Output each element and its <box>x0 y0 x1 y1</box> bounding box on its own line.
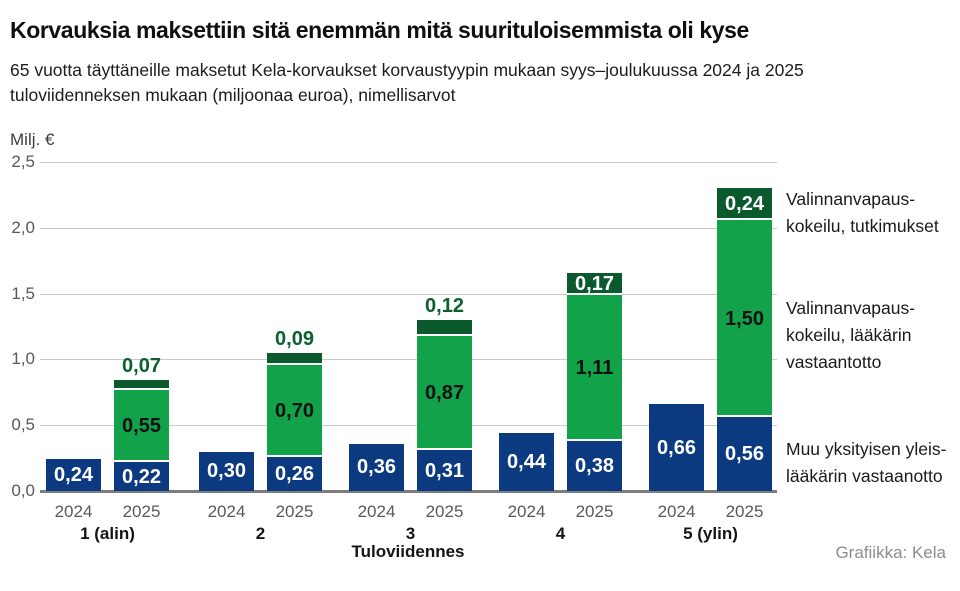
x-group-label: 2 <box>255 524 266 543</box>
legend-entry: Valinnanvapaus-kokeilu, tutkimukset <box>786 186 939 240</box>
x-group-label: 4 <box>555 524 566 543</box>
bar-value-label: 0,26 <box>275 462 314 485</box>
y-tick-label: 1,5 <box>11 283 35 303</box>
y-tick-label: 0,5 <box>11 415 35 435</box>
legend-line: Muu yksityisen yleis- <box>786 439 947 459</box>
chart-subtitle: 65 vuotta täyttäneille maksetut Kela-kor… <box>10 58 804 108</box>
y-tick-label: 1,0 <box>11 349 35 369</box>
bar-segment <box>114 380 169 390</box>
bar-segment <box>267 352 322 365</box>
legend-line: vastaantotto <box>786 352 882 372</box>
x-tick-year-label: 2024 <box>207 502 246 521</box>
bar-value-label: 0,66 <box>657 436 696 459</box>
bar-value-label: 0,22 <box>122 465 161 488</box>
x-group-label: 3 <box>405 524 416 543</box>
bar-value-label: 1,50 <box>725 307 764 330</box>
bar-segment <box>567 294 622 441</box>
gridline <box>40 359 777 361</box>
gridline <box>40 293 777 295</box>
x-tick-year-label: 2025 <box>725 502 764 521</box>
y-tick-label: 2,0 <box>11 217 35 237</box>
bar-value-label: 0,07 <box>122 355 161 378</box>
bar-value-label: 0,38 <box>575 454 614 477</box>
chart-title: Korvauksia maksettiin sitä enemmän mitä … <box>10 17 749 43</box>
gridline <box>40 227 777 229</box>
x-tick-year-label: 2025 <box>575 502 614 521</box>
x-tick-year-label: 2025 <box>425 502 464 521</box>
y-tick-label: 0,0 <box>11 481 35 500</box>
bar-segment <box>567 272 622 295</box>
bar-segment <box>417 335 472 451</box>
bar-segment <box>717 219 772 418</box>
bar-value-label: 0,36 <box>357 456 396 479</box>
legend-line: Valinnanvapaus- <box>786 298 916 318</box>
bar-segment <box>417 319 472 336</box>
bar-value-label: 0,55 <box>122 414 161 437</box>
bar-value-label: 0,44 <box>507 451 546 474</box>
bar-segment <box>717 188 772 220</box>
x-tick-year-label: 2025 <box>275 502 314 521</box>
legend-line: Valinnanvapaus- <box>786 189 916 209</box>
bar-segment <box>46 459 101 491</box>
bar-segment <box>114 389 169 463</box>
bar-value-label: 0,09 <box>275 327 314 350</box>
bar-value-label: 0,24 <box>54 464 93 487</box>
y-tick-label: 2,5 <box>11 152 35 171</box>
subtitle-line-1: 65 vuotta täyttäneille maksetut Kela-kor… <box>10 60 804 80</box>
bar-segment <box>717 417 772 491</box>
legend-line: lääkärin vastaanotto <box>786 466 943 486</box>
x-tick-year-label: 2024 <box>507 502 546 521</box>
bar-segment <box>649 404 704 491</box>
bar-segment <box>349 443 404 491</box>
bar-segment <box>567 440 622 491</box>
y-axis-unit-label: Milj. € <box>10 130 55 149</box>
x-tick-year-label: 2024 <box>657 502 696 521</box>
x-tick-year-label: 2024 <box>357 502 396 521</box>
bar-value-label: 0,70 <box>275 399 314 422</box>
bar-value-label: 0,24 <box>725 193 764 216</box>
legend-line: kokeilu, tutkimukset <box>786 216 939 236</box>
x-axis-baseline <box>40 490 777 493</box>
gridline <box>40 162 777 163</box>
x-tick-year-label: 2024 <box>54 502 93 521</box>
bar-value-label: 0,87 <box>425 381 464 404</box>
x-axis-title: Tuloviidennes <box>351 542 465 561</box>
bar-segment <box>199 451 254 491</box>
x-tick-year-label: 2025 <box>122 502 161 521</box>
x-group-label: 1 (alin) <box>80 524 135 543</box>
gridline <box>40 425 777 427</box>
bar-value-label: 0,17 <box>575 272 614 295</box>
x-group-label: 5 (ylin) <box>683 524 738 543</box>
bar-value-label: 0,12 <box>425 294 464 317</box>
bar-value-label: 0,56 <box>725 443 764 466</box>
subtitle-line-2: tuloviidenneksen mukaan (miljoonaa euroa… <box>10 85 456 105</box>
bar-value-label: 1,11 <box>575 356 614 379</box>
bar-segment <box>499 433 554 491</box>
bar-segment <box>114 462 169 491</box>
bar-value-label: 0,30 <box>207 460 246 483</box>
legend-entry: Muu yksityisen yleis-lääkärin vastaanott… <box>786 436 946 490</box>
legend-entry: Valinnanvapaus-kokeilu, lääkärin vastaant… <box>786 295 915 376</box>
legend-line: kokeilu, lääkärin <box>786 325 912 345</box>
credit-text: Grafiikka: Kela <box>835 543 946 562</box>
bar-segment <box>267 364 322 457</box>
bar-segment <box>417 450 472 491</box>
bar-value-label: 0,31 <box>425 459 464 482</box>
bar-segment <box>267 456 322 491</box>
